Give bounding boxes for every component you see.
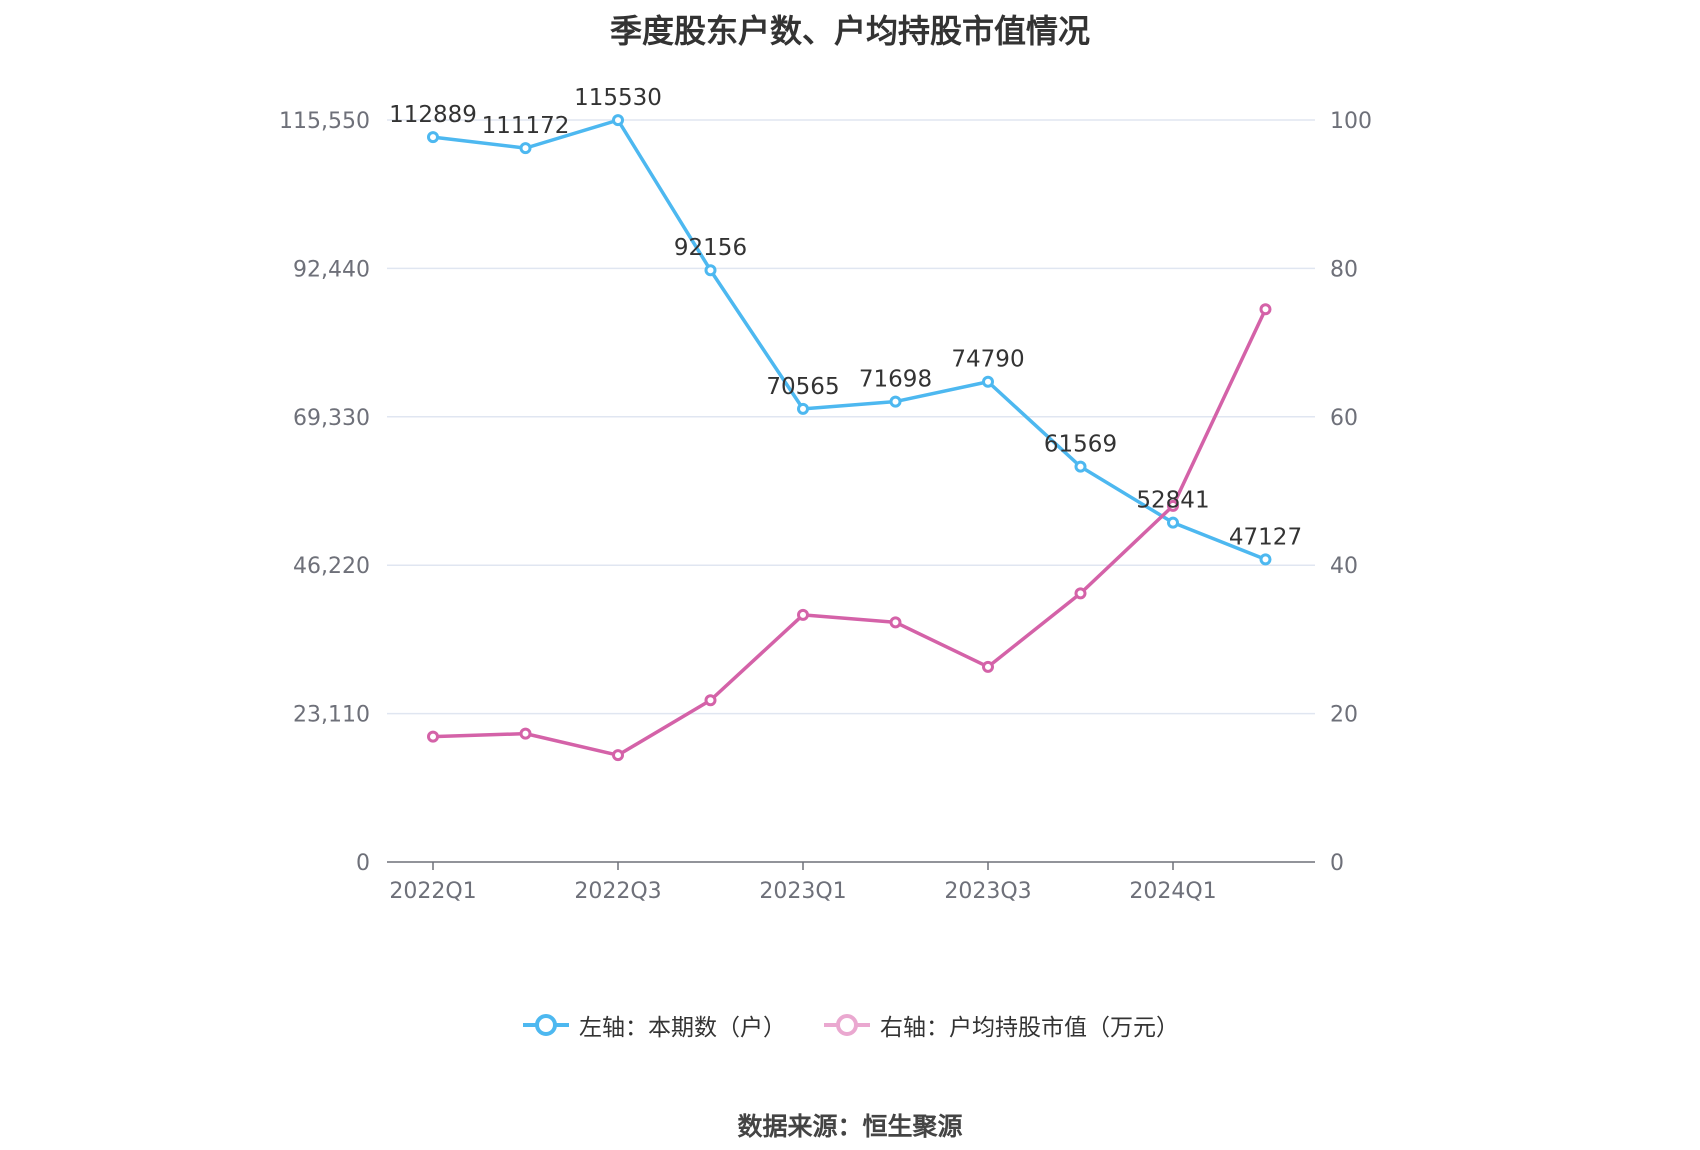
data-label: 71698 [859,367,932,393]
legend-item-left-series[interactable]: 左轴：本期数（户） [521,1008,786,1042]
left-axis-tick-label: 23,110 [293,703,370,728]
right-series-point [1259,303,1272,316]
left-series-point [1074,460,1087,473]
grid-lines [387,119,1315,715]
left-series-point [982,375,994,388]
right-axis-tick-label: 80 [1330,257,1358,282]
right-series-point [982,660,994,673]
axes: 0 23,110 46,220 69,330 92,440 115,550 0 20 40 60 8… [279,109,1372,904]
legend-item-right-series[interactable]: 右轴：户均持股市值（万元） [822,1008,1179,1042]
left-axis-tick-label: 92,440 [293,257,370,282]
data-label: 92156 [674,235,747,261]
left-axis-tick-label: 46,220 [293,554,370,579]
chart-title: 季度股东户数、户均持股市值情况 [609,12,1090,50]
left-series-point [889,395,902,408]
right-series-point [1074,587,1087,600]
right-series-point [612,749,624,762]
right-series-point [889,616,902,629]
x-axis-tick-label: 2023Q1 [759,879,846,904]
x-axis-tick-label: 2022Q1 [389,879,476,904]
left-series-point [427,131,439,144]
left-series-point [797,402,809,415]
legend-label-left-series: 左轴：本期数（户） [579,1015,786,1041]
right-axis-tick-label: 40 [1330,554,1358,579]
left-axis-tick-label: 69,330 [293,406,370,431]
data-label: 74790 [951,347,1024,373]
data-label: 47127 [1229,524,1302,550]
data-label: 61569 [1044,432,1117,458]
data-label: 111172 [482,113,570,139]
data-source: 数据来源：恒生聚源 [737,1112,963,1141]
data-label: 52841 [1136,488,1209,514]
right-axis-tick-label: 20 [1330,703,1358,728]
right-series-point [797,608,809,621]
x-axis-tick-label: 2024Q1 [1129,879,1216,904]
right-axis-tick-label: 0 [1330,851,1344,876]
right-axis-tick-label: 100 [1330,109,1372,134]
legend-label-right-series: 右轴：户均持股市值（万元） [880,1015,1179,1041]
left-series-point [1167,516,1179,529]
series-lines [427,114,1272,762]
legend: 左轴：本期数（户） 右轴：户均持股市值（万元） [0,1008,1700,1042]
left-axis-tick-label: 0 [356,851,370,876]
right-series-point [704,694,717,707]
x-axis-tick-label: 2022Q3 [574,879,661,904]
left-series-line [432,118,1267,562]
left-series-point [612,114,624,127]
right-series-point [427,730,439,743]
data-label: 115530 [574,85,662,111]
right-series-line [432,308,1268,757]
left-series-point [704,264,717,277]
left-series-point [1259,553,1272,566]
legend-marker-pink-icon [824,1014,870,1036]
data-label: 112889 [389,102,477,128]
right-series-point [1167,499,1179,512]
data-label: 70565 [766,374,839,400]
right-series-point [519,727,532,740]
legend-marker-blue-icon [523,1014,569,1036]
left-series-point [519,142,532,155]
x-axis-tick-label: 2023Q3 [944,879,1031,904]
right-axis-tick-label: 60 [1330,406,1358,431]
left-axis-tick-label: 115,550 [279,109,370,134]
